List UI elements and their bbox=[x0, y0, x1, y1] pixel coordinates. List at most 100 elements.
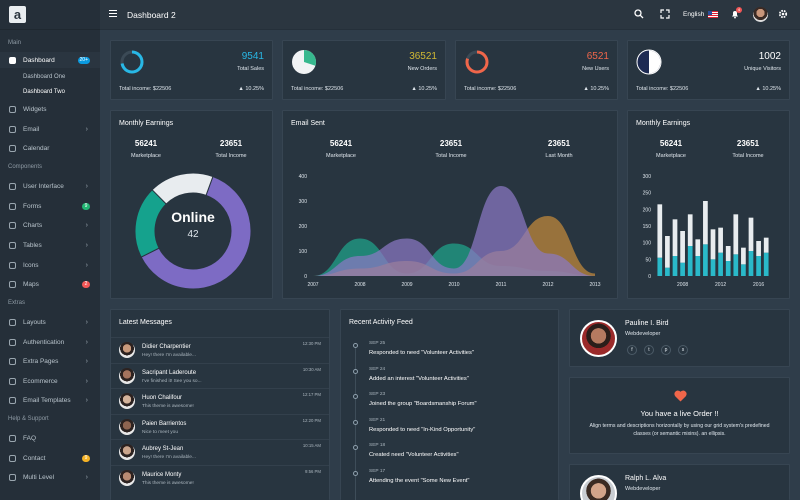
message-preview: This theme is awesome! bbox=[142, 404, 194, 409]
sidebar-item-authentication[interactable]: Authentication › bbox=[0, 334, 100, 350]
message-item[interactable]: Didier Charpentier Hey! there I'm availab… bbox=[111, 337, 329, 362]
search-icon[interactable] bbox=[634, 9, 644, 19]
message-preview: Hey! there I'm available... bbox=[142, 455, 196, 460]
stat-percent-value: 10.25% bbox=[245, 86, 264, 92]
sidebar-item-calendar[interactable]: Calendar bbox=[0, 140, 100, 156]
logo[interactable]: a bbox=[0, 0, 100, 30]
cart-icon bbox=[9, 377, 16, 385]
kpi-value: 56241 bbox=[329, 139, 353, 148]
stat-label: Unique Visitors bbox=[744, 66, 781, 72]
sidebar-item-dashboard[interactable]: Dashboard 20+ bbox=[0, 52, 100, 68]
twitter-icon[interactable]: t bbox=[644, 345, 654, 355]
chevron-right-icon: › bbox=[85, 318, 88, 326]
forms-badge: 9 bbox=[82, 202, 90, 210]
sidebar-item-widgets[interactable]: Widgets bbox=[0, 101, 100, 117]
stat-card-new-users: 6521 New Users Total income: $22506 ▲ 10… bbox=[455, 40, 618, 100]
message-item[interactable]: Paien Barrientos Nice to meet you 12:20 PM bbox=[111, 413, 329, 439]
sidebar-item-layouts[interactable]: Layouts › bbox=[0, 314, 100, 330]
dashboard-icon bbox=[9, 56, 16, 64]
stat-percent: ▲ 10.25% bbox=[755, 86, 781, 92]
bar-0-14 bbox=[763, 252, 769, 276]
profile-name: Ralph L. Alva bbox=[625, 475, 667, 482]
sidebar-item-tables[interactable]: Tables › bbox=[0, 237, 100, 253]
contact-icon bbox=[9, 454, 16, 462]
bar-0-12 bbox=[748, 251, 754, 276]
bar-1-14 bbox=[763, 237, 769, 253]
stat-value: 36521 bbox=[409, 51, 437, 62]
sidebar-item-faq[interactable]: FAQ bbox=[0, 430, 100, 446]
chevron-right-icon: › bbox=[85, 377, 88, 385]
bar-0-10 bbox=[733, 254, 739, 276]
x-tick-label: 2010 bbox=[448, 282, 459, 288]
message-item[interactable]: Aubrey St-Jean Hey! there I'm available..… bbox=[111, 439, 329, 464]
skype-icon[interactable]: s bbox=[678, 345, 688, 355]
email-sent-card: Email Sent 56241 Marketplace 23651 Total… bbox=[282, 110, 618, 299]
bar-1-4 bbox=[687, 214, 693, 246]
activity-date: SEP 24 bbox=[369, 366, 386, 372]
activity-date: SEP 23 bbox=[369, 392, 386, 397]
bar-1-1 bbox=[665, 236, 670, 268]
sidebar-item-forms[interactable]: Forms 9 bbox=[0, 198, 100, 214]
sidebar-item-label: Email Templates bbox=[23, 396, 71, 404]
timeline-dot bbox=[353, 419, 358, 425]
bar-1-7 bbox=[710, 229, 716, 260]
maps-badge: 2 bbox=[82, 280, 90, 288]
logo-mark: a bbox=[9, 6, 26, 23]
fullscreen-icon[interactable] bbox=[660, 9, 670, 19]
message-time: 12:30 PM bbox=[302, 341, 321, 346]
nav-section-components: Components bbox=[8, 164, 43, 170]
x-tick-label: 2012 bbox=[542, 282, 553, 288]
us-flag-icon[interactable] bbox=[708, 11, 718, 18]
activity-date: SEP 21 bbox=[369, 417, 386, 423]
sidebar-item-ecommerce[interactable]: Ecommerce › bbox=[0, 373, 100, 389]
donut-slice-white bbox=[151, 172, 214, 205]
sidebar-subitem-dashboard-two[interactable]: Dashboard Two bbox=[23, 89, 65, 95]
bar-0-2 bbox=[672, 256, 678, 276]
area-series-2 bbox=[313, 186, 595, 276]
card-title: Monthly Earnings bbox=[636, 120, 691, 127]
avatar bbox=[119, 418, 135, 435]
sidebar-item-contact[interactable]: Contact 9 bbox=[0, 450, 100, 466]
y-tick-label: 100 bbox=[643, 241, 652, 247]
layouts-icon bbox=[9, 318, 16, 326]
activity-date: SEP 25 bbox=[369, 341, 386, 346]
sidebar-item-icons[interactable]: Icons › bbox=[0, 257, 100, 273]
nav-section-extras: Extras bbox=[8, 300, 26, 306]
kpi-label: Total Income bbox=[732, 153, 764, 159]
avatar[interactable] bbox=[753, 7, 768, 22]
sidebar-item-multi-level[interactable]: Multi Level › bbox=[0, 469, 100, 485]
bar-1-8 bbox=[718, 227, 723, 253]
activity-text: Added an interest "Volunteer Activities" bbox=[369, 375, 469, 382]
sidebar-item-extra-pages[interactable]: Extra Pages › bbox=[0, 353, 100, 369]
stat-card-new-orders: 36521 New Orders Total income: $22506 ▲ … bbox=[282, 40, 446, 100]
sidebar-item-email-templates[interactable]: Email Templates › bbox=[0, 392, 100, 408]
bar-1-9 bbox=[725, 246, 731, 261]
activity-text: Created need "Volunteer Activities" bbox=[369, 452, 459, 458]
stat-income: Total income: $22506 bbox=[291, 86, 344, 92]
message-item[interactable]: Huon Chalifour This theme is awesome! 12:1… bbox=[111, 388, 329, 413]
phone-icon[interactable]: p bbox=[661, 345, 671, 355]
message-item[interactable]: Sacripant Laderoute I've finished it! See… bbox=[111, 362, 329, 388]
authentication-icon bbox=[9, 338, 16, 346]
sidebar-item-label: Maps bbox=[23, 280, 39, 288]
email-icon bbox=[9, 125, 16, 133]
area-chart: 0 100 200 300 400 2007 2008 2009 2010 2011 2012 201… bbox=[299, 174, 601, 288]
menu-icon[interactable] bbox=[109, 10, 117, 17]
sidebar-item-email[interactable]: Email › bbox=[0, 121, 100, 137]
timeline-dot bbox=[353, 394, 358, 399]
facebook-icon[interactable]: f bbox=[627, 345, 637, 355]
order-title: You have a live Order !! bbox=[640, 409, 719, 418]
sidebar-item-user-interface[interactable]: User Interface › bbox=[0, 178, 100, 194]
sidebar-item-charts[interactable]: Charts › bbox=[0, 217, 100, 233]
language-selector[interactable]: English bbox=[683, 11, 705, 18]
widgets-icon bbox=[9, 105, 16, 113]
stat-percent-value: 10.25% bbox=[762, 86, 781, 92]
message-item[interactable]: Maurice Monty This theme is awesome! 9:56 … bbox=[111, 464, 329, 490]
gear-icon[interactable] bbox=[778, 9, 788, 19]
message-time: 10:30 AM bbox=[302, 366, 321, 372]
sidebar-item-label: Charts bbox=[23, 221, 43, 229]
sidebar-subitem-dashboard-one[interactable]: Dashboard One bbox=[23, 74, 66, 80]
timeline-dot bbox=[353, 343, 358, 348]
sidebar-item-maps[interactable]: Maps 2 bbox=[0, 276, 100, 292]
sidebar-item-label: Authentication bbox=[23, 338, 65, 346]
